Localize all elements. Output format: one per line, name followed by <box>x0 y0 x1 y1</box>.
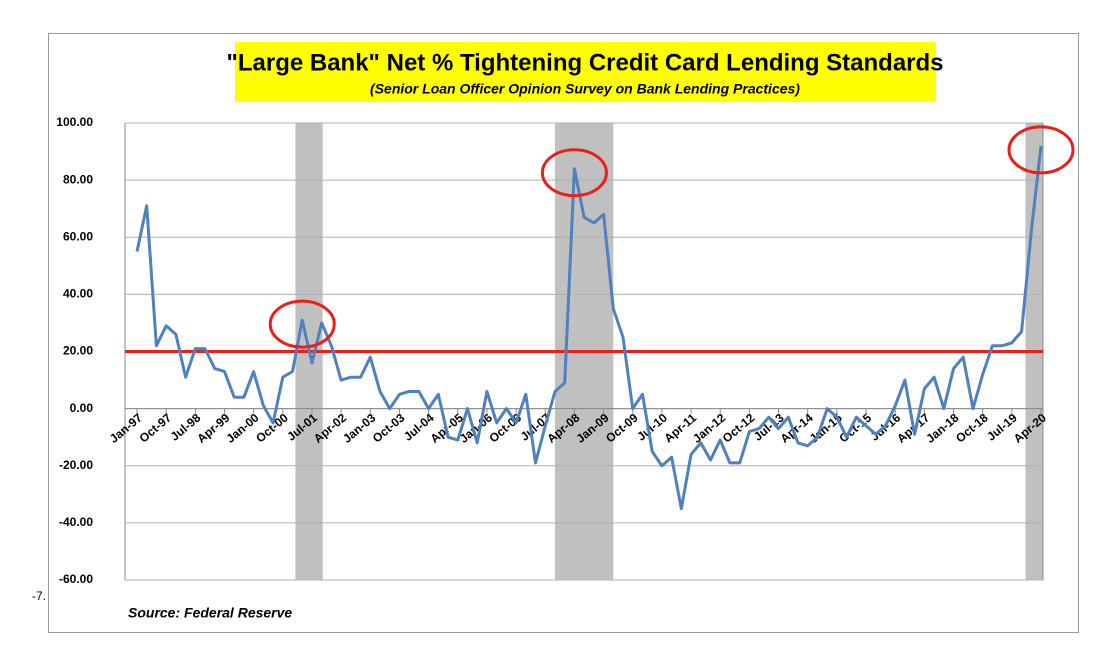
chart-title: "Large Bank" Net % Tightening Credit Car… <box>226 49 943 76</box>
y-tick-label: -60.00 <box>59 572 93 586</box>
highlight-circle <box>1007 125 1075 175</box>
y-tick-label: 60.00 <box>63 229 93 243</box>
y-tick-label: 20.00 <box>63 344 93 358</box>
series-line <box>135 145 1043 511</box>
y-tick-label: -20.00 <box>59 458 93 472</box>
highlight-circle <box>540 148 608 198</box>
y-tick-label: -40.00 <box>59 515 93 529</box>
chart-subtitle: (Senior Loan Officer Opinion Survey on B… <box>370 81 800 97</box>
y-tick-label: 0.00 <box>70 401 94 415</box>
source-note: Source: Federal Reserve <box>128 605 292 621</box>
y-tick-label: 100.00 <box>56 115 93 129</box>
title-box <box>235 42 936 102</box>
y-tick-label: 40.00 <box>63 287 93 301</box>
highlight-circle <box>268 299 336 349</box>
stray-text: -7. <box>32 589 46 603</box>
y-tick-label: 80.00 <box>63 172 93 186</box>
